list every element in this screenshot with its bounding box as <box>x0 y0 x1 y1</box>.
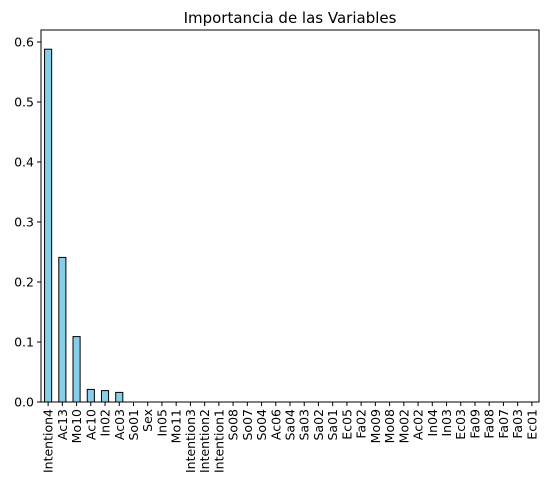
x-tick-label: Sex <box>140 409 155 432</box>
x-tick-label: Fa07 <box>496 409 511 439</box>
plot-frame <box>41 30 539 402</box>
x-tick-label: In03 <box>439 409 454 437</box>
x-tick-label: Mo08 <box>382 409 397 443</box>
x-tick-label: Ec05 <box>339 409 354 440</box>
x-tick-label: So07 <box>240 409 255 441</box>
x-axis: Intention4 Ac13 Mo10 Ac10 In02 Ac03 So01 Sex In0… <box>41 402 540 473</box>
x-tick-label: In04 <box>425 409 440 437</box>
x-tick-label: Mo02 <box>396 409 411 443</box>
bars-group <box>45 49 123 402</box>
bar-ac10 <box>87 389 94 402</box>
x-tick-label: Ec01 <box>524 409 539 440</box>
x-tick-label: Mo10 <box>69 409 84 443</box>
x-tick-label: Intention3 <box>183 409 198 473</box>
x-tick-label: Intention2 <box>197 409 212 473</box>
x-tick-label: Ac10 <box>83 409 98 440</box>
x-tick-label: Fa09 <box>467 409 482 439</box>
y-tick-label: 0.0 <box>14 395 34 410</box>
y-tick-label: 0.6 <box>14 35 34 50</box>
x-tick-label: Ac06 <box>268 409 283 440</box>
y-tick-label: 0.1 <box>14 335 34 350</box>
bar-ac03 <box>116 392 123 402</box>
x-tick-label: Fa02 <box>354 409 369 439</box>
bar-ac13 <box>59 257 66 402</box>
y-tick-label: 0.5 <box>14 95 34 110</box>
y-tick-label: 0.3 <box>14 215 34 230</box>
x-tick-label: Sa02 <box>311 409 326 441</box>
y-axis: 0.0 0.1 0.2 0.3 0.4 0.5 0.6 <box>14 35 41 410</box>
chart-title: Importancia de las Variables <box>184 9 397 27</box>
x-tick-label: Sa04 <box>283 409 298 441</box>
x-tick-label: So04 <box>254 409 269 441</box>
x-tick-label: So01 <box>126 409 141 441</box>
bar-in02 <box>101 391 108 402</box>
x-tick-label: Ac13 <box>55 409 70 440</box>
x-tick-label: Ac03 <box>112 409 127 440</box>
x-tick-label: Ec03 <box>453 409 468 440</box>
x-tick-label: Fa08 <box>482 409 497 439</box>
bar-intention4 <box>45 49 52 402</box>
x-tick-label: Ac02 <box>411 409 426 440</box>
x-tick-label: Intention4 <box>41 409 56 473</box>
x-tick-label: Mo11 <box>169 409 184 443</box>
x-tick-label: Fa03 <box>510 409 525 439</box>
x-tick-label: Sa01 <box>325 409 340 441</box>
x-tick-label: Mo09 <box>368 409 383 443</box>
x-tick-label: Intention1 <box>211 409 226 473</box>
x-tick-label: In02 <box>98 409 113 437</box>
bar-mo10 <box>73 337 80 402</box>
x-tick-label: Sa03 <box>297 409 312 441</box>
y-tick-label: 0.4 <box>14 155 34 170</box>
x-tick-label: So08 <box>226 409 241 441</box>
x-tick-label: In05 <box>154 409 169 437</box>
y-tick-label: 0.2 <box>14 275 34 290</box>
